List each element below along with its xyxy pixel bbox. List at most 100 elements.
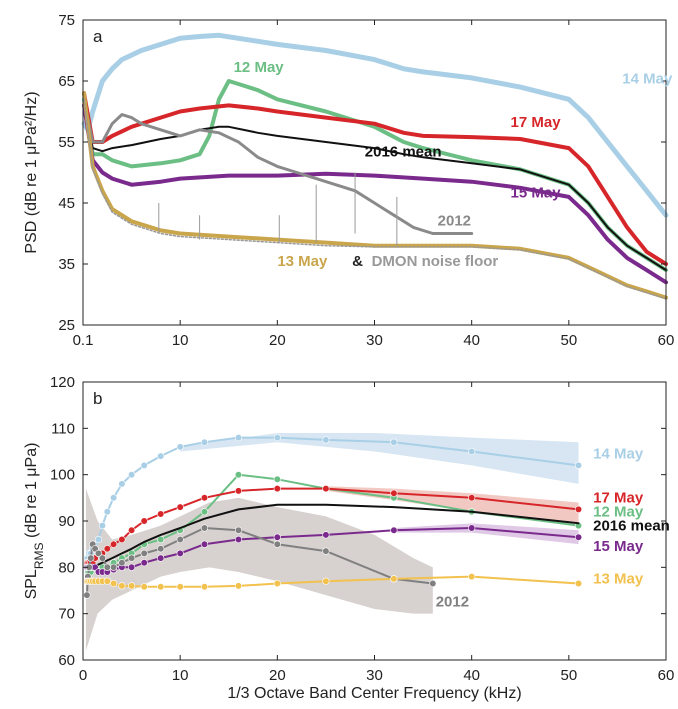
data-point-2012 xyxy=(83,591,91,599)
data-point-13-may xyxy=(200,583,209,591)
x-tick-label: 50 xyxy=(560,667,577,684)
series-annotation: 2016 mean xyxy=(593,517,670,534)
data-point-15-may xyxy=(157,554,165,562)
data-point-17-may xyxy=(118,535,126,544)
data-point-2012 xyxy=(429,579,437,588)
data-point-17-may xyxy=(468,494,476,502)
series-line-17-may xyxy=(82,91,668,266)
series-annotation: 12 May xyxy=(593,503,644,520)
band-15-may xyxy=(393,523,579,545)
data-point-2012 xyxy=(322,547,330,555)
data-point-13-may xyxy=(468,572,476,581)
x-tick-label: 0.1 xyxy=(73,332,94,349)
axes-frame xyxy=(82,19,667,326)
y-axis-label: PSD (dB re 1 μPa²/Hz) xyxy=(23,91,40,253)
x-tick-label: 20 xyxy=(269,332,286,349)
data-point-2012 xyxy=(98,554,106,562)
data-point-14-may xyxy=(200,438,209,446)
series-line-2016-mean xyxy=(83,104,667,272)
data-point-13-may xyxy=(109,579,118,588)
data-point-15-may xyxy=(468,524,476,532)
data-point-15-may xyxy=(574,533,583,541)
series-annotation: 2016 mean xyxy=(365,144,442,161)
x-tick-label: 10 xyxy=(172,667,189,684)
data-point-13-may xyxy=(273,579,281,588)
data-point-2012 xyxy=(200,524,209,532)
data-point-17-may xyxy=(200,494,209,502)
series-annotation: 12 May xyxy=(234,59,285,76)
data-point-13-may xyxy=(176,583,184,591)
data-point-14-may xyxy=(94,535,103,544)
data-point-14-may xyxy=(322,436,330,444)
x-tick-label: 30 xyxy=(366,332,383,349)
data-point-14-may xyxy=(140,461,148,470)
y-tick-label: 25 xyxy=(58,317,75,334)
x-tick-label: 60 xyxy=(658,667,675,684)
y-tick-label: 45 xyxy=(58,195,75,212)
series-line-dmon-noise-floor xyxy=(83,98,667,300)
panel-label: b xyxy=(93,389,102,408)
x-tick-label: 40 xyxy=(463,332,480,349)
y-tick-label: 110 xyxy=(51,420,75,437)
data-point-12-may xyxy=(273,475,281,483)
data-point-14-may xyxy=(273,434,281,442)
data-point-14-may xyxy=(128,471,136,479)
x-tick-label: 0 xyxy=(79,667,87,684)
x-tick-label: 60 xyxy=(658,332,675,349)
data-point-14-may xyxy=(157,452,165,460)
data-point-14-may xyxy=(234,434,243,442)
data-point-13-may xyxy=(140,583,148,591)
data-point-13-may xyxy=(128,582,136,590)
band-14-may xyxy=(180,432,579,484)
series-annotation: 14 May xyxy=(622,70,673,87)
series-annotation: DMON noise floor xyxy=(372,253,499,270)
series-line-14-may xyxy=(81,32,669,218)
data-point-17-may xyxy=(390,489,398,497)
data-point-12-may xyxy=(200,508,209,516)
data-point-15-may xyxy=(390,526,398,534)
data-point-2012 xyxy=(94,549,103,558)
series-annotation: 2012 xyxy=(436,594,469,611)
y-axis-label: SPLRMS (dB re 1 μPa) xyxy=(23,443,46,600)
panel-label: a xyxy=(93,27,103,46)
series-annotation: 15 May xyxy=(511,185,562,202)
y-tick-label: 70 xyxy=(58,606,75,623)
data-point-13-may xyxy=(322,577,330,585)
x-tick-label: 40 xyxy=(463,667,480,684)
data-point-12-may xyxy=(234,471,243,479)
series-annotation: 14 May xyxy=(593,445,644,462)
band-17-may xyxy=(325,486,579,524)
y-tick-label: 80 xyxy=(58,559,75,576)
series-line-13-may xyxy=(82,91,668,300)
data-point-13-may xyxy=(574,579,583,588)
y-tick-label: 100 xyxy=(50,467,75,484)
y-tick-label: 65 xyxy=(58,73,75,90)
data-point-17-may xyxy=(574,505,583,514)
y-tick-label: 55 xyxy=(58,134,75,151)
data-point-15-may xyxy=(176,549,184,558)
data-point-15-may xyxy=(200,540,209,548)
data-point-14-may xyxy=(98,521,106,530)
data-point-14-may xyxy=(109,494,118,502)
x-tick-label: 30 xyxy=(366,667,383,684)
data-point-13-may xyxy=(157,583,165,591)
y-tick-label: 60 xyxy=(58,652,75,669)
data-point-14-may xyxy=(574,461,583,470)
y-axis-label-rest: (dB re 1 μPa) xyxy=(23,443,40,543)
series-annotation: 17 May xyxy=(593,489,644,506)
data-point-14-may xyxy=(176,443,184,451)
data-point-14-may xyxy=(390,438,398,446)
series-annotation: 15 May xyxy=(593,538,644,555)
series-line-2016-mean xyxy=(85,503,580,569)
y-axis-label-main: SPL xyxy=(23,569,40,599)
data-point-2012 xyxy=(87,554,95,562)
data-point-13-may xyxy=(390,575,398,583)
y-tick-label: 120 xyxy=(50,374,75,391)
series-annotation: 13 May xyxy=(593,571,644,588)
data-point-17-may xyxy=(140,517,148,525)
y-axis-label-sub: RMS xyxy=(32,543,46,570)
panel-a-psd-chart: 0.1 10 20 30 40 50 60 25 35 45 55 65 75 a PSD (dB re 1… xyxy=(23,12,674,349)
x-tick-label: 50 xyxy=(560,332,577,349)
series-annotation: 2012 xyxy=(438,213,471,230)
data-point-14-may xyxy=(468,447,476,456)
